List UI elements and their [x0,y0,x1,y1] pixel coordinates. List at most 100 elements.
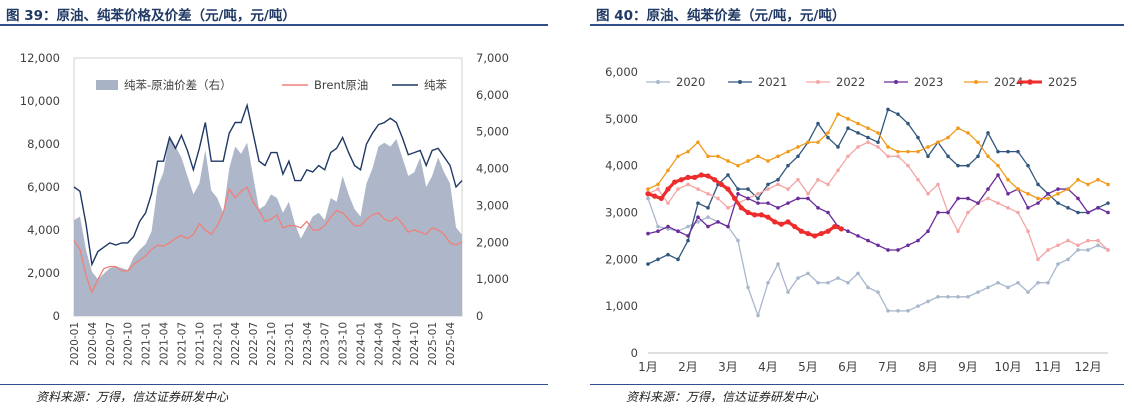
legend-label-brent: Brent原油 [314,78,368,92]
series-2023-point [1006,191,1010,196]
series-2024-point [836,112,840,116]
series-2021-point [1056,201,1060,205]
series-2023-point [786,201,790,205]
series-2021-point [766,182,770,187]
series-2021-point [926,154,930,159]
series-2024-point [866,126,870,130]
series-2023-point [816,206,820,210]
y-tick-label: 3,000 [605,206,638,220]
series-2020-point [976,290,980,294]
series-2020-point [1076,248,1080,252]
series-2020-point [756,313,760,318]
series-2022-point [826,182,830,187]
series-2024-point [706,154,710,159]
series-2021-point [656,257,660,262]
y2-tick-label: 0 [476,309,483,323]
series-2025-point [665,186,671,192]
series-2023-point [846,229,850,234]
series-2024-point [1086,182,1090,187]
series-2023-point [686,234,690,238]
series-2020-point [856,271,860,276]
series-2022-line [647,141,1109,261]
series-2025-point [678,177,684,183]
series-2022-point [776,182,780,187]
x-tick-label: 5月 [798,360,818,374]
series-brent-line [73,185,463,295]
figure-40-source: 资料来源：万得，信达证券研发中心 [626,390,819,404]
x-tick-label: 2021-10 [194,322,206,366]
series-2020-point [986,285,990,290]
series-2020-point [846,280,850,285]
series-2022-point [936,182,940,187]
series-2023-point [746,196,750,201]
y-tick-label: 6,000 [605,65,638,79]
series-2023-point [896,248,900,252]
x-tick-label: 2023-04 [302,322,314,366]
legend-label-2021: 2021 [758,75,787,89]
series-2023-point [936,210,940,215]
x-tick-label: 2月 [678,360,698,374]
x-tick-label: 2024-10 [409,322,421,366]
series-2022-point [666,201,670,205]
legend-marker-2025 [1027,79,1033,85]
series-2022-point [846,154,850,159]
series-2025-point [765,214,771,220]
series-2024-point [1066,187,1070,191]
series-2020-point [936,295,940,299]
series-2022-point [1046,248,1050,252]
series-2020-point [806,271,810,276]
series-2021-point [966,163,970,168]
legend-swatch-spread [96,80,118,90]
series-2023-point [976,201,980,205]
figure-40-panel: 图 40：原油、纯苯价差（元/吨，元/吨） 0 1,000 2,000 3,000 4,… [590,0,1132,411]
series-2025-point [805,230,811,237]
series-2021-point [896,112,900,116]
series-2020-point [916,304,920,308]
title-rule [590,24,1124,26]
series-2023-point [1046,191,1050,196]
series-2023-point [916,238,920,243]
series-2020-line [647,198,1109,318]
series-2025-point [712,177,718,183]
series-2022-point [966,210,970,215]
series-2024-point [1036,196,1040,201]
figure-39-title: 图 39：原油、纯苯价格及价差（元/吨，元/吨） [6,8,296,24]
series-2021-point [1106,201,1110,205]
series-2021-point [906,121,910,126]
series-2021-point [1076,210,1080,215]
series-2025-point [658,195,664,202]
series-2023-point [946,210,950,215]
x-tick-label: 9月 [958,360,978,374]
source-rule [590,384,1124,385]
series-2022-point [696,187,700,191]
series-2024-point [856,121,860,126]
series-2023-point [1096,206,1100,210]
series-2022-point [726,206,730,210]
series-2023-point [776,206,780,210]
series-2021-point [916,135,920,140]
series-2024-point [816,140,820,145]
series-2020-point [956,295,960,299]
series-2022-point [1066,238,1070,243]
series-2023-point [716,220,720,224]
series-2022-point [906,163,910,168]
series-2024-point [776,154,780,159]
series-2023-point [1086,210,1090,215]
series-2021-point [996,149,1000,154]
series-2022-point [956,229,960,234]
series-2020-point [1026,290,1030,294]
series-2022-point [1036,257,1040,262]
series-2021-point [1036,182,1040,187]
series-2021-point [886,107,890,112]
series-2024-point [966,131,970,135]
x-tick-label: 2021-04 [159,322,171,366]
series-2020-point [766,280,770,285]
series-2022-point [1096,238,1100,243]
series-2025-point [832,223,838,230]
y-tick-label: 12,000 [20,51,60,65]
series-2021-point [786,163,790,168]
legend-label-2025: 2025 [1048,75,1077,89]
series-2024-point [926,145,930,149]
series-2025-point [652,193,658,199]
series-2022-point [836,168,840,173]
